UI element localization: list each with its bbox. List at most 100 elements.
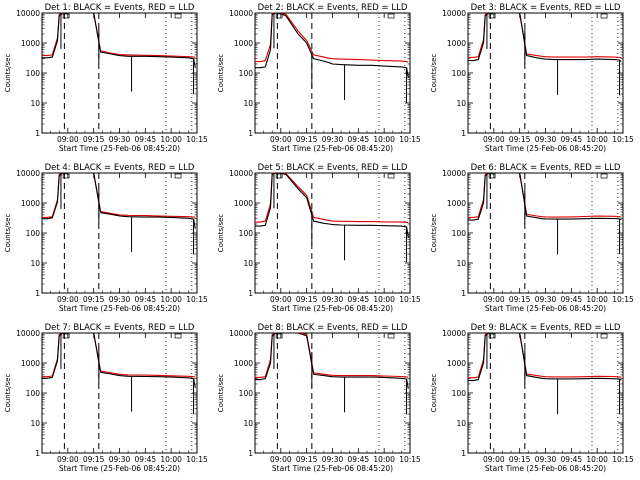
y-tick-label: 10 [30, 259, 40, 268]
plot-frame [254, 12, 411, 134]
panel-det-9: Det 9: BLACK = Events, RED = LLD 1 10 100 10… [430, 323, 634, 473]
y-axis-label: Counts/sec [430, 54, 438, 93]
y-tick-label: 100 [26, 389, 41, 398]
x-tick-label: 10:15 [186, 295, 208, 304]
y-tick-label: 10 [243, 259, 253, 268]
top-marker [62, 13, 70, 19]
x-tick-label: 09:30 [109, 295, 131, 304]
series-line-events [42, 332, 196, 388]
x-tick-label: 09:30 [322, 135, 344, 144]
y-tick-label: 10000 [229, 329, 253, 338]
x-tick-label: 10:15 [399, 135, 421, 144]
panel-title: Det 2: BLACK = Events, RED = LLD [258, 3, 408, 13]
x-tick-label: 09:45 [561, 135, 583, 144]
y-tick-label: 10000 [16, 9, 40, 18]
x-tick-label: 09:30 [535, 455, 557, 464]
x-tick-label: 10:00 [373, 135, 395, 144]
panel-title: Det 5: BLACK = Events, RED = LLD [258, 163, 408, 173]
y-tick-label: 10000 [16, 329, 40, 338]
x-tick-label: 10:15 [612, 455, 634, 464]
x-tick-label: 09:45 [348, 295, 370, 304]
y-tick-label: 10 [30, 419, 40, 428]
series-line-events [468, 332, 622, 382]
top-marker [62, 173, 70, 179]
x-tick-label: 09:00 [57, 295, 79, 304]
y-tick-label: 1 [35, 289, 40, 298]
panel-det-8: Det 8: BLACK = Events, RED = LLD 1 10 100 10… [217, 323, 421, 473]
y-tick-label: 10 [456, 259, 466, 268]
top-marker [174, 13, 182, 19]
x-axis-label: Start Time (25-Feb-06 08:45:20) [485, 464, 606, 473]
y-tick-label: 1000 [21, 39, 40, 48]
y-axis-label: Counts/sec [217, 54, 225, 93]
y-tick-label: 100 [26, 69, 41, 78]
y-axis-label: Counts/sec [4, 374, 12, 413]
y-tick-label: 10000 [229, 9, 253, 18]
y-tick-label: 100 [452, 229, 467, 238]
top-marker [600, 13, 608, 19]
panel-title: Det 1: BLACK = Events, RED = LLD [45, 3, 195, 13]
y-tick-label: 100 [452, 389, 467, 398]
plot-frame [41, 12, 198, 134]
x-tick-label: 09:00 [483, 295, 505, 304]
x-tick-label: 10:00 [160, 135, 182, 144]
y-tick-label: 1000 [21, 199, 40, 208]
panel-title: Det 8: BLACK = Events, RED = LLD [258, 323, 408, 333]
y-tick-label: 1 [248, 129, 253, 138]
x-axis-label: Start Time (25-Feb-06 08:45:20) [272, 144, 393, 153]
x-axis-label: Start Time (25-Feb-06 08:45:20) [272, 464, 393, 473]
plot-frame [467, 12, 624, 134]
y-tick-label: 1 [248, 449, 253, 458]
y-tick-label: 1000 [447, 359, 466, 368]
y-tick-label: 1 [35, 449, 40, 458]
y-tick-label: 10 [456, 99, 466, 108]
x-tick-label: 09:45 [348, 455, 370, 464]
y-tick-label: 1000 [234, 199, 253, 208]
x-tick-label: 10:15 [612, 135, 634, 144]
x-tick-label: 09:45 [135, 135, 157, 144]
y-axis-label: Counts/sec [217, 214, 225, 253]
x-tick-label: 10:15 [399, 455, 421, 464]
y-axis-label: Counts/sec [430, 374, 438, 413]
y-tick-label: 10000 [442, 169, 466, 178]
top-marker [387, 173, 395, 179]
y-tick-label: 1000 [21, 359, 40, 368]
panel-title: Det 6: BLACK = Events, RED = LLD [471, 163, 621, 173]
y-tick-label: 100 [26, 229, 41, 238]
y-tick-label: 10000 [229, 169, 253, 178]
y-tick-label: 1000 [234, 39, 253, 48]
y-tick-label: 10000 [442, 9, 466, 18]
x-tick-label: 09:15 [509, 295, 531, 304]
y-tick-label: 100 [452, 69, 467, 78]
y-tick-label: 1000 [447, 39, 466, 48]
x-tick-label: 09:15 [509, 455, 531, 464]
series-line-events [42, 172, 196, 229]
panel-det-2: Det 2: BLACK = Events, RED = LLD 1 10 100 10… [217, 3, 421, 153]
panel-det-6: Det 6: BLACK = Events, RED = LLD 1 10 100 10… [430, 163, 634, 313]
series-line-events [255, 332, 409, 389]
y-tick-label: 10 [243, 419, 253, 428]
y-tick-label: 100 [239, 389, 254, 398]
y-tick-label: 10000 [442, 329, 466, 338]
y-tick-label: 10 [243, 99, 253, 108]
panel-det-7: Det 7: BLACK = Events, RED = LLD 1 10 100 10… [4, 323, 208, 473]
top-marker [600, 173, 608, 179]
top-marker [275, 173, 283, 179]
top-marker [600, 333, 608, 339]
panel-title: Det 4: BLACK = Events, RED = LLD [45, 163, 195, 173]
x-axis-label: Start Time (25-Feb-06 08:45:20) [485, 304, 606, 313]
x-tick-label: 09:00 [57, 135, 79, 144]
x-tick-label: 09:15 [296, 455, 318, 464]
x-tick-label: 10:00 [160, 455, 182, 464]
x-tick-label: 09:00 [57, 455, 79, 464]
panel-title: Det 7: BLACK = Events, RED = LLD [45, 323, 195, 333]
plot-frame [254, 332, 411, 454]
x-tick-label: 09:45 [348, 135, 370, 144]
y-tick-label: 1000 [447, 199, 466, 208]
x-axis-label: Start Time (25-Feb-06 08:45:20) [59, 464, 180, 473]
x-tick-label: 09:15 [83, 295, 105, 304]
y-axis-label: Counts/sec [4, 214, 12, 253]
top-marker [488, 333, 496, 339]
plot-frame [41, 332, 198, 454]
